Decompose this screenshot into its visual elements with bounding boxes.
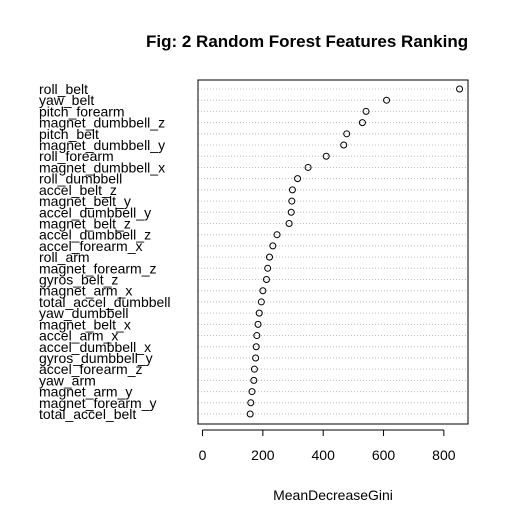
feature-label: magnet_belt_x	[39, 316, 131, 332]
feature-label: roll_dumbbell	[39, 171, 122, 187]
feature-label: total_accel_belt	[39, 406, 136, 422]
feature-label: magnet_belt_z	[39, 215, 131, 231]
data-point	[250, 365, 258, 373]
data-point	[288, 197, 296, 205]
feature-label: roll_belt	[39, 81, 88, 97]
x-tick-label: 600	[372, 447, 396, 463]
x-tick-label: 200	[251, 447, 275, 463]
data-point	[265, 253, 273, 261]
feature-label: accel_forearm_x	[39, 238, 143, 254]
data-point	[252, 343, 260, 351]
data-point	[362, 107, 370, 115]
data-point	[247, 399, 255, 407]
data-point	[269, 242, 277, 250]
data-point	[252, 354, 260, 362]
feature-label: gyros_dumbbell_y	[39, 350, 153, 366]
plot-frame	[197, 79, 469, 425]
feature-label: roll_arm	[39, 249, 90, 265]
feature-label: pitch_belt	[39, 126, 99, 142]
feature-label: magnet_arm_y	[39, 384, 132, 400]
data-point	[250, 376, 258, 384]
x-tick-label: 0	[199, 447, 207, 463]
feature-label: accel_forearm_z	[39, 361, 143, 377]
feature-label: accel_dumbbell_y	[39, 204, 151, 220]
x-axis: 0 200 400 600 800	[199, 429, 456, 463]
data-point	[254, 320, 262, 328]
feature-label: accel_dumbbell_x	[39, 339, 151, 355]
feature-label: magnet_arm_x	[39, 283, 132, 299]
feature-label: pitch_forearm	[39, 103, 125, 119]
data-point	[358, 119, 366, 127]
data-point	[253, 332, 261, 340]
data-points	[246, 85, 464, 418]
feature-label: magnet_belt_y	[39, 193, 131, 209]
feature-label: magnet_forearm_y	[39, 395, 157, 411]
feature-label: gyros_belt_z	[39, 272, 118, 288]
data-point	[248, 388, 256, 396]
data-point	[304, 163, 312, 171]
data-point	[288, 186, 296, 194]
data-point	[322, 152, 330, 160]
data-point	[294, 175, 302, 183]
data-point	[343, 130, 351, 138]
data-point	[340, 141, 348, 149]
feature-label: magnet_dumbbell_y	[39, 137, 165, 153]
data-point	[383, 96, 391, 104]
data-point	[456, 85, 464, 93]
feature-label: total_accel_dumbbell	[39, 294, 171, 310]
feature-label: magnet_forearm_z	[39, 260, 157, 276]
x-tick-label: 800	[432, 447, 456, 463]
data-point	[264, 264, 272, 272]
chart-title: Fig: 2 Random Forest Features Ranking	[146, 32, 468, 51]
feature-label: roll_forearm	[39, 148, 114, 164]
data-point	[259, 287, 267, 295]
feature-label: yaw_belt	[39, 92, 94, 108]
data-point	[257, 298, 265, 306]
guide-lines	[198, 88, 468, 415]
feature-label: yaw_dumbbell	[39, 305, 129, 321]
data-point	[273, 231, 281, 239]
x-axis-label: MeanDecreaseGini	[273, 487, 393, 503]
feature-label: accel_arm_x	[39, 328, 118, 344]
feature-label: accel_dumbbell_z	[39, 227, 151, 243]
x-tick-label: 400	[312, 447, 336, 463]
data-point	[246, 410, 254, 418]
data-point	[287, 208, 295, 216]
data-point	[262, 276, 270, 284]
feature-labels: roll_beltyaw_beltpitch_forearmmagnet_dum…	[39, 81, 171, 422]
data-point	[255, 309, 263, 317]
feature-label: magnet_dumbbell_z	[39, 115, 165, 131]
feature-label: accel_belt_z	[39, 182, 117, 198]
feature-label: yaw_arm	[39, 372, 96, 388]
data-point	[285, 219, 293, 227]
feature-label: magnet_dumbbell_x	[39, 159, 165, 175]
